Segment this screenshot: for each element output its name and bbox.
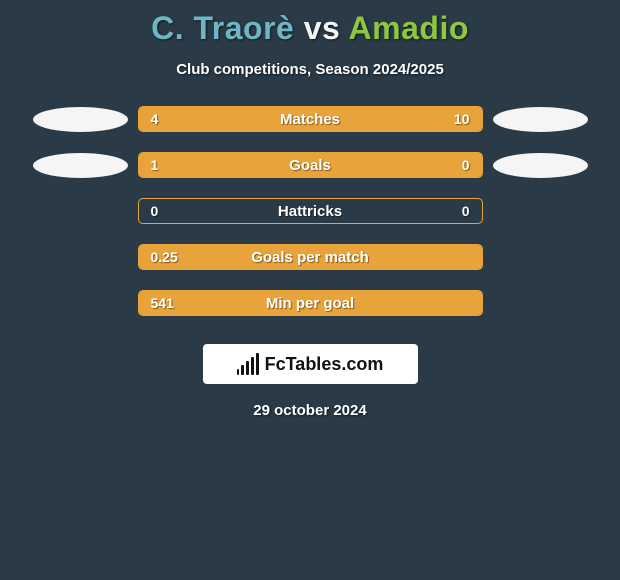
stat-row: Hattricks0 0 (0, 198, 620, 224)
stat-bar: Goals per match0.25 (138, 244, 483, 270)
stat-fill-left (139, 291, 482, 315)
stat-bar: Hattricks0 0 (138, 198, 483, 224)
stat-fill-right (413, 153, 482, 177)
stat-fill-right (236, 107, 481, 131)
stat-label: Hattricks (139, 199, 482, 223)
stat-value-left: 0 (139, 199, 171, 223)
vs-text: vs (304, 10, 341, 46)
team-logo-left (33, 153, 128, 178)
stat-row: Matches410 (0, 106, 620, 132)
date-text: 29 october 2024 (0, 402, 620, 419)
team-logo-right (493, 107, 588, 132)
brand-text: FcTables.com (265, 354, 384, 375)
bar-chart-icon (237, 353, 259, 375)
page-title: C. Traorè vs Amadio (0, 0, 620, 47)
team-logo-left (33, 107, 128, 132)
player1-name: C. Traorè (151, 10, 294, 46)
stat-bar: Min per goal541 (138, 290, 483, 316)
stat-row: Goals10 (0, 152, 620, 178)
team-logo-right (493, 153, 588, 178)
brand-box: FcTables.com (203, 344, 418, 384)
subtitle: Club competitions, Season 2024/2025 (0, 61, 620, 78)
stat-row: Goals per match0.25 (0, 244, 620, 270)
stat-value-right: 0 (450, 199, 482, 223)
stat-fill-left (139, 107, 237, 131)
player2-name: Amadio (349, 10, 469, 46)
stat-fill-left (139, 245, 482, 269)
stat-bar: Goals10 (138, 152, 483, 178)
stat-bar: Matches410 (138, 106, 483, 132)
stat-row: Min per goal541 (0, 290, 620, 316)
stat-rows: Matches410 Goals10 Hattricks0 0 Goals per ma… (0, 106, 620, 316)
